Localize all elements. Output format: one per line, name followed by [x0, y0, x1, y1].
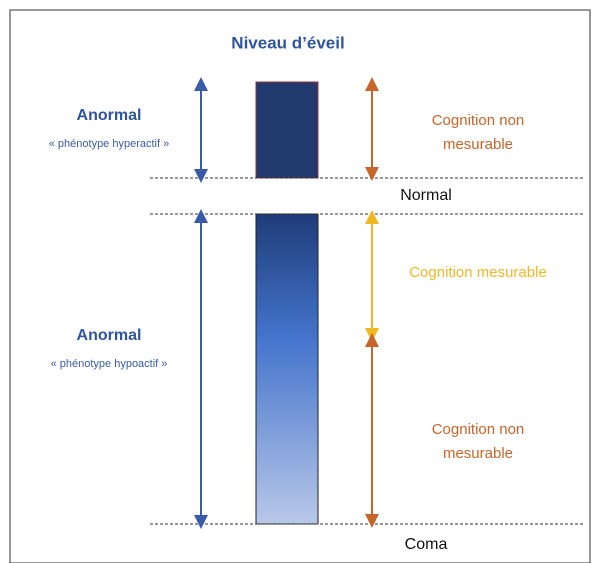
right-label: Cognition non mesurable [432, 421, 525, 462]
label-line: Cognition non [432, 112, 525, 129]
left-heading: Anormal [77, 107, 142, 124]
left-subtitle: « phénotype hyperactif » [49, 138, 169, 150]
label-line: mesurable [443, 136, 513, 153]
label-line: Cognition non [432, 421, 525, 438]
right-label: Cognition non mesurable [432, 112, 525, 153]
bar-top [255, 81, 319, 179]
left-subtitle: « phénotype hypoactif » [51, 358, 168, 370]
label-line: mesurable [443, 445, 513, 462]
level-label: Normal [400, 187, 452, 204]
frame [9, 9, 591, 563]
title: Niveau d’éveil [231, 33, 344, 52]
level-lines [150, 177, 583, 525]
bar-bottom [255, 213, 319, 525]
right-label: Cognition mesurable [409, 264, 547, 281]
level-label: Coma [405, 536, 448, 553]
left-heading: Anormal [77, 327, 142, 344]
